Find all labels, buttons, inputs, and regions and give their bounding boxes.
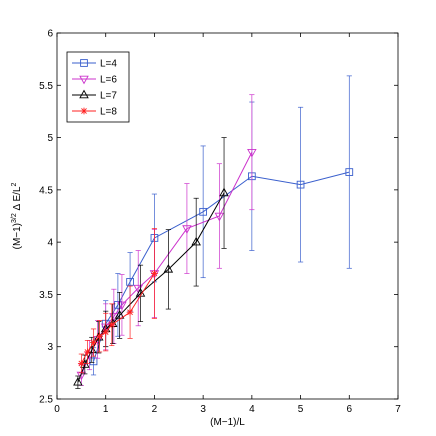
- series-layer: [73, 75, 354, 389]
- series-line: [80, 151, 253, 376]
- data-point: [182, 225, 192, 234]
- legend-marker: [79, 89, 89, 99]
- data-point: [151, 270, 158, 277]
- axes-layer: 0 1 2 3 4 5 6 7 2.5 3 3.5 4 4.5 5 5.5 6: [39, 29, 401, 416]
- legend-box: [66, 51, 130, 123]
- plot-frame: [56, 32, 399, 400]
- data-point: [247, 148, 257, 158]
- y-tick-label: 6: [47, 29, 53, 40]
- y-tick-label: 5: [47, 133, 53, 144]
- x-axis-label: (M−1)/L: [210, 417, 245, 428]
- y-axis-label-sup1: 3/2: [11, 213, 18, 223]
- legend-marker: [80, 59, 88, 67]
- x-tick-label: 7: [395, 404, 401, 415]
- y-tick-label: 4.5: [39, 185, 53, 196]
- y-tick-label: 4: [47, 238, 53, 249]
- data-point: [126, 308, 134, 316]
- x-tick-label: 3: [200, 404, 206, 415]
- series-l-8: [77, 228, 158, 374]
- data-point: [191, 236, 201, 246]
- x-tick-label: 6: [347, 404, 353, 415]
- data-point: [73, 376, 83, 386]
- data-point: [163, 264, 174, 273]
- legend: L=4 L=6 L=7 L=8: [66, 51, 130, 123]
- series-l-6: [76, 94, 257, 386]
- x-tick-label: 0: [54, 404, 60, 415]
- data-point: [90, 339, 97, 346]
- data-point: [219, 187, 229, 197]
- series-line: [77, 192, 225, 383]
- series-l-4: [89, 75, 354, 376]
- x-tick-label: 1: [103, 404, 109, 415]
- data-point: [296, 180, 305, 189]
- data-point: [96, 332, 104, 340]
- legend-marker: [79, 75, 89, 85]
- data-point: [126, 278, 134, 286]
- y-tick-label: 2.5: [39, 395, 53, 406]
- data-point: [84, 348, 91, 356]
- y-axis-label-base: (M−1): [12, 223, 23, 249]
- legend-marker: [80, 107, 88, 115]
- legend-label: L=6: [100, 75, 117, 86]
- x-tick-label: 2: [152, 404, 158, 415]
- data-point: [199, 207, 207, 216]
- y-tick-label: 3: [47, 342, 53, 353]
- data-point: [108, 321, 116, 329]
- y-axis-label-sup2: 2: [11, 183, 18, 187]
- x-tick-label: 4: [249, 404, 255, 415]
- legend-label: L=4: [100, 59, 117, 70]
- y-axis-label: (M−1)3/2 Δ E/L2: [11, 183, 23, 250]
- data-point: [114, 310, 125, 319]
- data-point: [214, 212, 225, 222]
- series-line: [93, 171, 350, 362]
- y-tick-label: 3.5: [39, 290, 53, 301]
- data-point: [77, 360, 85, 367]
- data-point: [102, 328, 110, 336]
- legend-label: L=7: [100, 91, 117, 102]
- y-axis-label-mid: Δ E/L: [12, 186, 23, 213]
- data-point: [345, 168, 354, 176]
- legend-label: L=8: [100, 107, 117, 118]
- data-point: [114, 301, 122, 309]
- data-point: [89, 357, 98, 366]
- y-tick-label: 5.5: [39, 81, 53, 92]
- x-tick-label: 5: [298, 404, 304, 415]
